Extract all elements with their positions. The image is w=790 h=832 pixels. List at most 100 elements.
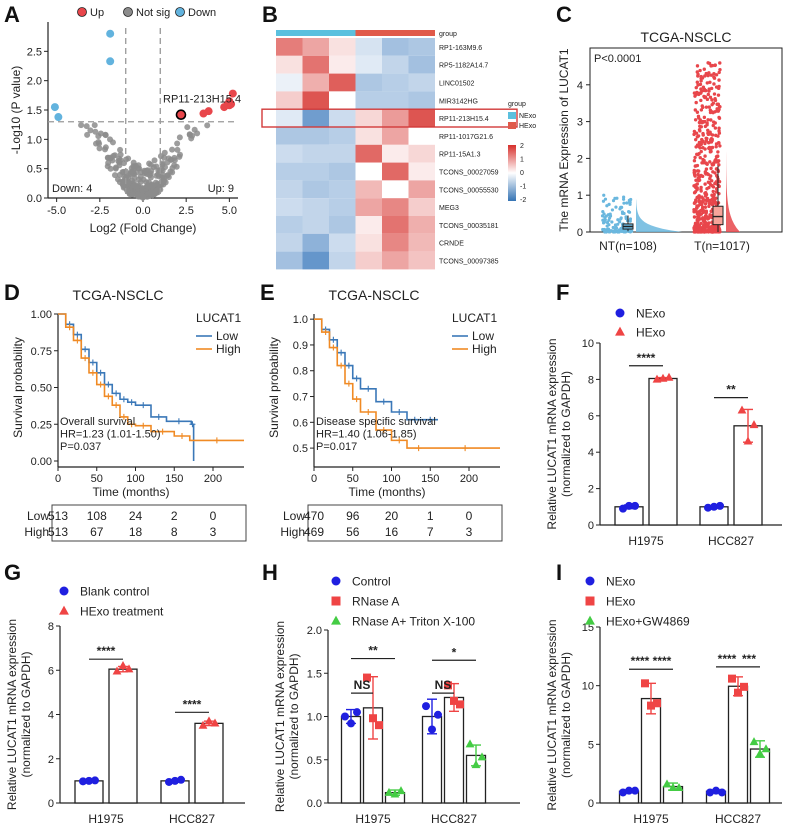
data-point: [465, 739, 475, 748]
heatmap-cell: [408, 144, 435, 163]
legend-label: High: [472, 342, 497, 356]
heatmap-cell: [355, 162, 382, 181]
heatmap-cell: [302, 180, 329, 199]
data-point: [341, 712, 349, 721]
bar-control: [340, 715, 362, 804]
x-tick-label: HCC827: [715, 812, 761, 826]
point-T: [716, 201, 721, 205]
heatmap-cell: [329, 127, 356, 145]
point-NT: [625, 201, 629, 205]
point-T: [700, 137, 704, 142]
point-NT: [601, 199, 606, 203]
point-T: [695, 64, 700, 68]
point-T: [707, 89, 711, 93]
point-notsig: [107, 154, 114, 161]
point-notsig: [134, 183, 141, 190]
point-T: [704, 105, 709, 109]
data-point: [740, 682, 748, 691]
censor-mark: [159, 428, 166, 435]
legend-label: HExo: [519, 123, 536, 130]
heatmap-cell: [329, 233, 356, 252]
point-notsig: [78, 122, 85, 129]
point-T: [709, 166, 713, 171]
point-notsig: [171, 162, 178, 169]
censor-mark: [128, 399, 135, 406]
point-T: [717, 115, 721, 120]
point-notsig: [91, 122, 98, 129]
point-T: [700, 121, 704, 125]
point-T: [694, 85, 698, 90]
point-notsig: [171, 157, 178, 164]
y-tick-label: 3: [577, 117, 583, 129]
data-point: [456, 700, 464, 709]
x-tick-label: 200: [460, 473, 478, 485]
heatmap-cell: [408, 127, 435, 145]
point-T: [709, 73, 713, 77]
heatmap-cell: [382, 91, 409, 110]
data-point: [737, 405, 747, 414]
point-T: [716, 150, 720, 154]
heatmap-cell: [382, 73, 409, 92]
data-point: [755, 748, 765, 757]
data-point: [734, 688, 742, 697]
bar-hexo: [648, 377, 678, 526]
point-T: [700, 199, 705, 204]
point-NT: [607, 202, 611, 206]
censor-mark: [462, 445, 469, 452]
heatmap-cell: [276, 55, 303, 74]
point-T: [709, 146, 713, 151]
legend-marker: [77, 7, 87, 17]
heatmap-cell: [355, 198, 382, 216]
significance-label: ****: [97, 644, 116, 658]
heatmap-cell: [382, 38, 409, 56]
y-tick-label: 0.9: [293, 340, 308, 352]
box: [712, 205, 724, 226]
point-T: [700, 205, 705, 209]
heatmap-cell: [302, 38, 329, 56]
point-T: [701, 157, 705, 162]
point-T: [714, 133, 718, 138]
data-point: [749, 737, 759, 746]
legend-label: RNase A+ Triton X-100: [352, 615, 475, 629]
point-NT: [603, 215, 607, 220]
legend-marker: [331, 576, 341, 586]
heatmap-cell: [302, 216, 329, 234]
point-T: [700, 174, 705, 179]
point-T: [703, 205, 708, 210]
heatmap-cell: [276, 251, 303, 270]
data-point: [662, 779, 672, 788]
y-tick-label: 10: [582, 338, 594, 350]
heatmap-cell: [329, 109, 356, 127]
point-down: [106, 57, 115, 66]
y-tick-label: 2: [577, 153, 583, 165]
point-T: [710, 197, 714, 201]
point-T: [713, 98, 718, 103]
data-point: [716, 501, 724, 510]
significance-label: NS: [354, 678, 371, 692]
y-tick-label: 0.50: [31, 383, 52, 395]
x-tick-label: 2.5: [179, 205, 194, 217]
point-T: [699, 221, 703, 225]
point-T: [710, 184, 714, 188]
data-point: [369, 714, 377, 723]
point-NT: [629, 197, 633, 202]
point-T: [699, 125, 704, 129]
point-T: [699, 140, 704, 144]
legend-marker: [585, 596, 595, 606]
point-T: [695, 135, 700, 139]
point-T: [712, 198, 717, 202]
point-T: [717, 179, 722, 184]
heatmap-cell: [276, 198, 303, 216]
point-T: [692, 215, 697, 219]
point-NT: [603, 197, 608, 201]
legend-label: NExo: [636, 307, 666, 321]
annotation: Overall survival: [60, 416, 135, 428]
axis-ylabel: (normalized to GAPDH): [559, 652, 573, 778]
censor-mark: [338, 362, 345, 369]
legend-label: Low: [472, 329, 494, 343]
heatmap-cell: [355, 91, 382, 110]
data-point: [718, 788, 726, 797]
point-T: [698, 230, 702, 234]
risk-value: 3: [466, 525, 473, 539]
risk-value: 2: [171, 509, 178, 523]
